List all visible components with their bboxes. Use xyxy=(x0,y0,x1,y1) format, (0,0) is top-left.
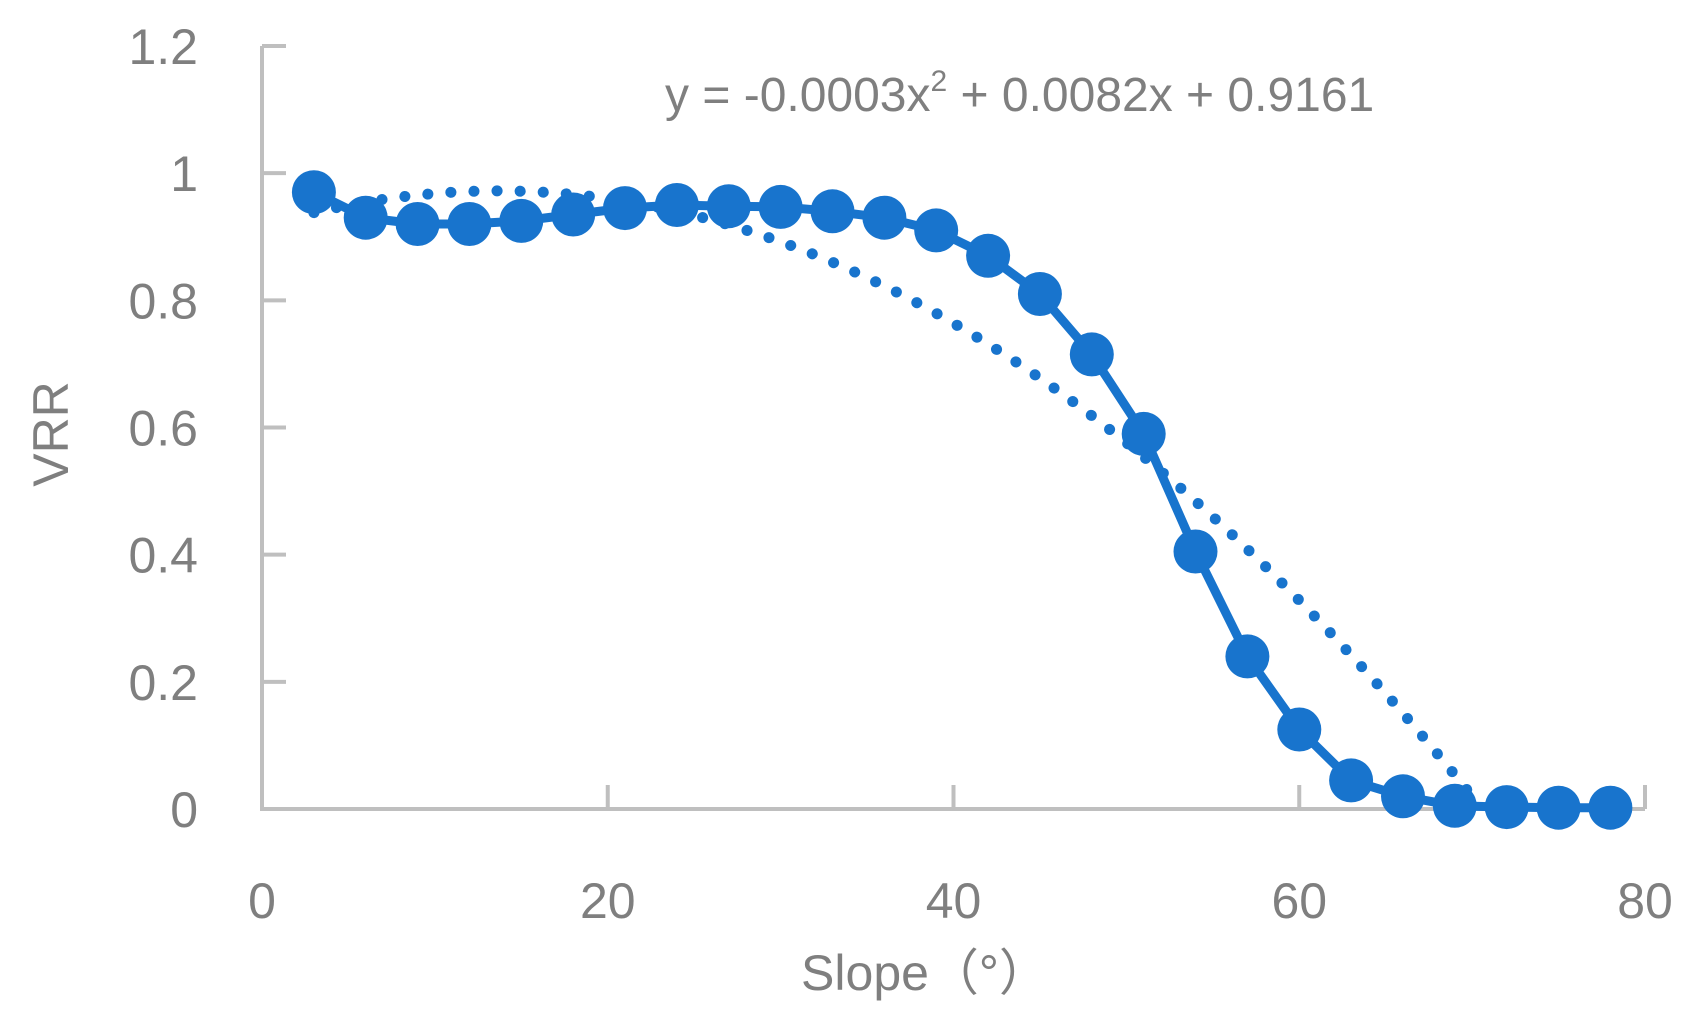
data-point xyxy=(1069,332,1114,377)
x-tick-label: 0 xyxy=(248,873,276,929)
data-point xyxy=(706,184,751,229)
data-point xyxy=(1536,785,1581,830)
data-point xyxy=(343,195,388,240)
data-point xyxy=(1017,272,1062,316)
y-tick-label: 1 xyxy=(170,146,198,202)
trendline-equation: y = -0.0003x2 + 0.0082x + 0.9161 xyxy=(665,65,1374,122)
equation-prefix: y = -0.0003x xyxy=(665,69,931,122)
data-point xyxy=(862,195,907,240)
data-point xyxy=(603,186,647,231)
series-group xyxy=(291,170,1633,830)
trendline-path xyxy=(308,185,1478,802)
y-tick-label: 0.8 xyxy=(128,273,198,329)
data-point xyxy=(1381,774,1425,819)
y-tick-label: 1.2 xyxy=(128,19,198,75)
data-point xyxy=(447,202,492,246)
y-axis-title: VRR xyxy=(23,381,79,487)
data-point xyxy=(291,170,336,215)
data-point xyxy=(1484,785,1529,830)
series-line xyxy=(311,188,1611,813)
y-tick-label: 0 xyxy=(170,782,198,838)
data-point xyxy=(810,189,855,234)
data-point xyxy=(1432,783,1477,828)
trendline xyxy=(308,185,1478,802)
data-point xyxy=(1173,529,1218,574)
data-point xyxy=(395,202,440,246)
axes: 0 0.2 0.4 0.6 0.8 1 1.2 0 20 40 60 80 xyxy=(128,19,1672,929)
data-point xyxy=(966,233,1011,278)
y-tick-label: 0.6 xyxy=(128,401,198,457)
data-point xyxy=(1277,707,1322,752)
data-point xyxy=(1588,785,1633,830)
data-point xyxy=(499,198,544,243)
x-tick-label: 60 xyxy=(1271,873,1327,929)
data-point xyxy=(654,183,699,227)
data-point xyxy=(758,184,803,229)
equation-suffix: + 0.0082x + 0.9161 xyxy=(947,69,1374,122)
data-point xyxy=(1225,634,1270,679)
y-tick-label: 0.2 xyxy=(128,655,198,711)
x-axis-title: Slope（°） xyxy=(801,945,1049,1001)
x-tick-label: 80 xyxy=(1617,873,1673,929)
y-tick-label: 0.4 xyxy=(128,528,198,584)
data-point xyxy=(1329,758,1374,803)
x-tick-label: 40 xyxy=(926,873,982,929)
equation-superscript: 2 xyxy=(931,65,948,98)
data-point xyxy=(1121,411,1166,456)
x-tick-label: 20 xyxy=(580,873,636,929)
data-point xyxy=(914,208,959,253)
data-point xyxy=(551,192,596,237)
